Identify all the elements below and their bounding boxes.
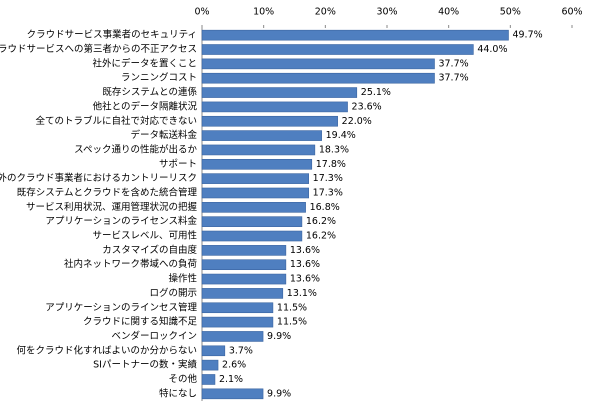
bar xyxy=(201,144,316,156)
value-label: 19.4% xyxy=(326,130,356,141)
value-label: 11.5% xyxy=(277,317,307,328)
value-label: 13.6% xyxy=(290,245,320,256)
value-label: 17.8% xyxy=(316,159,346,170)
bar xyxy=(201,259,287,271)
category-label: データ転送料金 xyxy=(130,129,197,141)
category-label: ベンダーロックイン xyxy=(111,330,197,342)
category-label: サービス利用状況、運用管理状況の把握 xyxy=(26,201,198,213)
x-tick-label: 10% xyxy=(253,7,274,18)
category-label: スペック通りの性能が出るか xyxy=(74,143,197,155)
category-label: 全てのトラブルに自社で対応できない xyxy=(35,115,197,127)
bar xyxy=(201,101,348,113)
category-label: アプリケーションのラインセス管理 xyxy=(45,301,197,313)
bar xyxy=(201,72,435,84)
value-label: 37.7% xyxy=(438,73,468,84)
bar xyxy=(201,115,338,127)
bar xyxy=(201,273,287,285)
category-label: カスタマイズの自由度 xyxy=(102,244,197,256)
category-label: サポート xyxy=(159,159,197,170)
bar xyxy=(201,245,287,256)
bar xyxy=(201,202,306,213)
value-label: 17.3% xyxy=(313,187,343,198)
bar xyxy=(201,158,313,170)
category-label: クラウドに関する知識不足 xyxy=(83,316,198,328)
bar xyxy=(201,359,219,371)
category-label: SIパートナーの数・実績 xyxy=(93,359,197,371)
category-label: サービスレベル、可用性 xyxy=(92,230,197,242)
value-label: 3.7% xyxy=(229,345,253,356)
value-label: 9.9% xyxy=(267,388,291,399)
category-label: その他 xyxy=(168,373,197,385)
bar xyxy=(201,187,309,199)
x-tick-label: 0% xyxy=(194,7,209,18)
value-label: 44.0% xyxy=(477,44,507,55)
value-label: 18.3% xyxy=(319,144,349,155)
category-label: 何をクラウド化すればよいのか分からない xyxy=(16,344,197,356)
category-label: 既存システムとの連係 xyxy=(102,86,197,98)
value-label: 49.7% xyxy=(512,30,542,41)
bar xyxy=(201,388,264,400)
category-label: クラウドサービス事業者のセキュリティ xyxy=(27,29,197,41)
bar xyxy=(201,29,509,41)
category-label: ランニングコスト xyxy=(121,72,197,84)
value-label: 16.8% xyxy=(310,202,340,213)
category-label: 社外にデータを置くこと xyxy=(92,57,197,69)
x-tick-label: 40% xyxy=(438,7,459,18)
value-label: 23.6% xyxy=(352,101,382,112)
bar xyxy=(201,173,309,184)
x-tick-label: 50% xyxy=(500,7,521,18)
category-label: 海外のクラウド事業者におけるカントリーリスク xyxy=(0,172,197,184)
bar xyxy=(201,230,303,242)
bar xyxy=(201,288,284,299)
value-label: 13.6% xyxy=(290,274,320,285)
value-label: 2.6% xyxy=(222,360,246,371)
bar xyxy=(201,331,264,342)
bar xyxy=(201,374,216,385)
x-tick-label: 30% xyxy=(376,7,397,18)
bar xyxy=(201,316,274,328)
x-tick-label: 60% xyxy=(561,7,582,18)
value-label: 16.2% xyxy=(306,231,336,242)
value-label: 9.9% xyxy=(267,331,291,342)
category-label: クラウドサービスへの第三者からの不正アクセス xyxy=(0,43,197,55)
bar xyxy=(201,216,303,227)
value-label: 11.5% xyxy=(277,302,307,313)
bar xyxy=(201,87,358,98)
value-label: 22.0% xyxy=(342,116,372,127)
value-label: 37.7% xyxy=(438,58,468,69)
category-label: アプリケーションのライセンス料金 xyxy=(45,215,197,227)
value-label: 17.3% xyxy=(313,173,343,184)
category-label: 社内ネットワーク帯域への負荷 xyxy=(64,258,198,270)
bar xyxy=(201,345,226,357)
value-label: 2.1% xyxy=(219,374,243,385)
x-tick-label: 20% xyxy=(315,7,336,18)
bar xyxy=(201,58,435,70)
category-label: ログの開示 xyxy=(149,287,197,299)
category-label: 既存システムとクラウドを含めた統合管理 xyxy=(17,186,198,198)
value-label: 25.1% xyxy=(361,87,391,98)
value-label: 13.1% xyxy=(287,288,317,299)
category-label: 特になし xyxy=(159,387,197,399)
value-label: 16.2% xyxy=(306,216,336,227)
category-label: 他社とのデータ隔離状況 xyxy=(93,100,198,112)
bar xyxy=(201,302,274,314)
value-label: 13.6% xyxy=(290,259,320,270)
category-label: 操作性 xyxy=(168,273,197,285)
bar xyxy=(201,130,322,141)
bar xyxy=(201,44,474,55)
